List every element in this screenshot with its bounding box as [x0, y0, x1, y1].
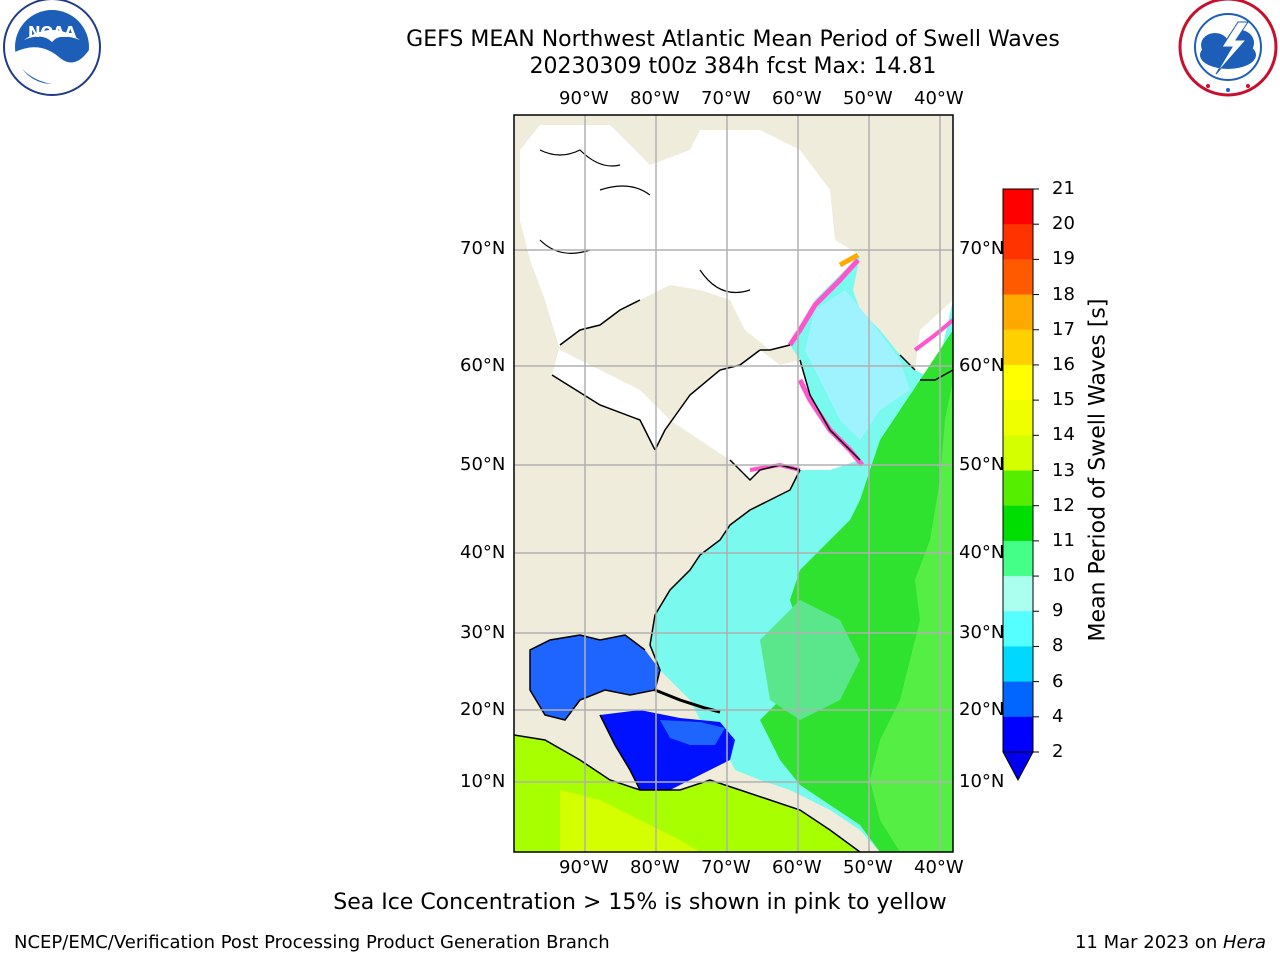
- colorbar-segment: [1003, 259, 1033, 296]
- ocean-green-east: [870, 380, 953, 852]
- colorbar-tick-label: 15: [1052, 389, 1075, 411]
- greenland-coast: [899, 354, 953, 381]
- colorbar-tick-label: 18: [1052, 283, 1075, 305]
- left-lat-label: 40°N: [460, 542, 506, 563]
- top-lon-label: 70°W: [701, 88, 751, 109]
- sea-ice-greenland: [913, 318, 953, 352]
- colorbar-segment: [1003, 329, 1033, 366]
- colorbar: [1002, 188, 1039, 782]
- colorbar-segment: [1003, 505, 1033, 542]
- ocean-mid-patch: [760, 600, 860, 720]
- bottom-lon-label: 60°W: [772, 857, 822, 878]
- colorbar-tick-label: 9: [1052, 600, 1064, 622]
- ocean-labrador: [805, 290, 910, 440]
- footer-credit: NCEP/EMC/Verification Post Processing Pr…: [14, 932, 610, 953]
- right-lat-label: 60°N: [959, 355, 1005, 376]
- top-lon-label: 60°W: [772, 88, 822, 109]
- chart-subtitle: 20230309 t00z 384h fcst Max: 14.81: [529, 54, 937, 79]
- left-lat-label: 20°N: [460, 699, 506, 720]
- sea-ice-yellow: [838, 252, 860, 268]
- footer-date-text: 11 Mar 2023 on: [1074, 932, 1223, 953]
- noaa-logo: NOAA: [3, 0, 101, 96]
- left-lat-label: 10°N: [460, 771, 506, 792]
- hudson-bay-coast: [551, 299, 656, 451]
- arctic-islands-coast: [539, 149, 751, 294]
- colorbar-tick-label: 2: [1052, 741, 1064, 762]
- colorbar-tick-label: 14: [1052, 424, 1075, 446]
- colorbar-segment: [1003, 294, 1033, 331]
- left-lat-label: 30°N: [460, 622, 506, 643]
- colorbar-segment: [1003, 681, 1033, 718]
- map-area: [514, 115, 953, 852]
- colorbar-title: Mean Period of Swell Waves [s]: [1085, 298, 1111, 642]
- right-lat-label: 20°N: [959, 699, 1005, 720]
- colorbar-tick-label: 4: [1052, 705, 1064, 727]
- colorbar-segment: [1003, 611, 1033, 647]
- caribbean-north: [660, 720, 725, 745]
- right-lat-label: 10°N: [959, 771, 1005, 792]
- colorbar-tick-label: 8: [1052, 635, 1064, 657]
- right-lat-label: 50°N: [959, 454, 1005, 475]
- sea-ice-caption: Sea Ice Concentration > 15% is shown in …: [333, 890, 947, 915]
- ice-region: [520, 125, 860, 480]
- colorbar-tick-label: 21: [1052, 178, 1075, 199]
- nws-logo: [1178, 0, 1278, 97]
- colorbar-tick-label: 10: [1052, 565, 1075, 587]
- sea-ice-edge: [787, 258, 860, 347]
- south-america-inner: [560, 790, 700, 852]
- left-lat-label: 50°N: [460, 454, 506, 475]
- bottom-lon-label: 40°W: [914, 857, 964, 878]
- colorbar-segment: [1003, 540, 1033, 577]
- colorbar-extend-arrow: [1002, 751, 1034, 782]
- colorbar-segment: [1003, 646, 1033, 683]
- left-lat-label: 60°N: [460, 355, 506, 376]
- colorbar-segment: [1003, 435, 1033, 471]
- colorbar-tick-label: 16: [1052, 353, 1075, 375]
- central-america-coast: [599, 714, 641, 791]
- top-lon-label: 80°W: [630, 88, 680, 109]
- south-america-coast: [514, 734, 861, 852]
- footer-date: 11 Mar 2023 on Hera: [1075, 932, 1266, 953]
- colorbar-tick-label: 12: [1052, 494, 1075, 516]
- colorbar-tick-label: 17: [1052, 318, 1075, 340]
- graticule: [514, 115, 953, 852]
- colorbar-tick-label: 19: [1052, 248, 1075, 270]
- chart-title: GEFS MEAN Northwest Atlantic Mean Period…: [406, 27, 1060, 52]
- noaa-logo-text: NOAA: [28, 23, 77, 41]
- top-lon-label: 90°W: [559, 88, 609, 109]
- colorbar-tick-label: 11: [1052, 529, 1075, 551]
- footer-host: Hera: [1222, 932, 1266, 953]
- colorbar-tick-label: 6: [1052, 670, 1064, 692]
- colorbar-segment: [1003, 470, 1033, 507]
- bottom-lon-label: 80°W: [630, 857, 680, 878]
- left-lat-label: 70°N: [460, 238, 506, 259]
- colorbar-segment: [1003, 400, 1033, 436]
- colorbar-tick-label: 20: [1052, 213, 1075, 235]
- bottom-lon-label: 70°W: [701, 857, 751, 878]
- top-lon-label: 50°W: [843, 88, 893, 109]
- colorbar-tick-label: 13: [1052, 459, 1075, 481]
- right-lat-label: 30°N: [959, 622, 1005, 643]
- colorbar-segment: [1003, 189, 1033, 225]
- bottom-lon-label: 90°W: [559, 857, 609, 878]
- bottom-lon-label: 50°W: [843, 857, 893, 878]
- colorbar-segment: [1003, 576, 1033, 612]
- colorbar-segment: [1003, 364, 1033, 401]
- gulf-of-mexico: [530, 635, 660, 720]
- map-frame: [513, 114, 954, 853]
- right-lat-label: 40°N: [959, 542, 1005, 563]
- top-lon-label: 40°W: [914, 88, 964, 109]
- labrador-coast: [760, 344, 861, 461]
- colorbar-segment: [1003, 716, 1033, 753]
- right-lat-label: 70°N: [959, 238, 1005, 259]
- colorbar-segment: [1003, 224, 1033, 260]
